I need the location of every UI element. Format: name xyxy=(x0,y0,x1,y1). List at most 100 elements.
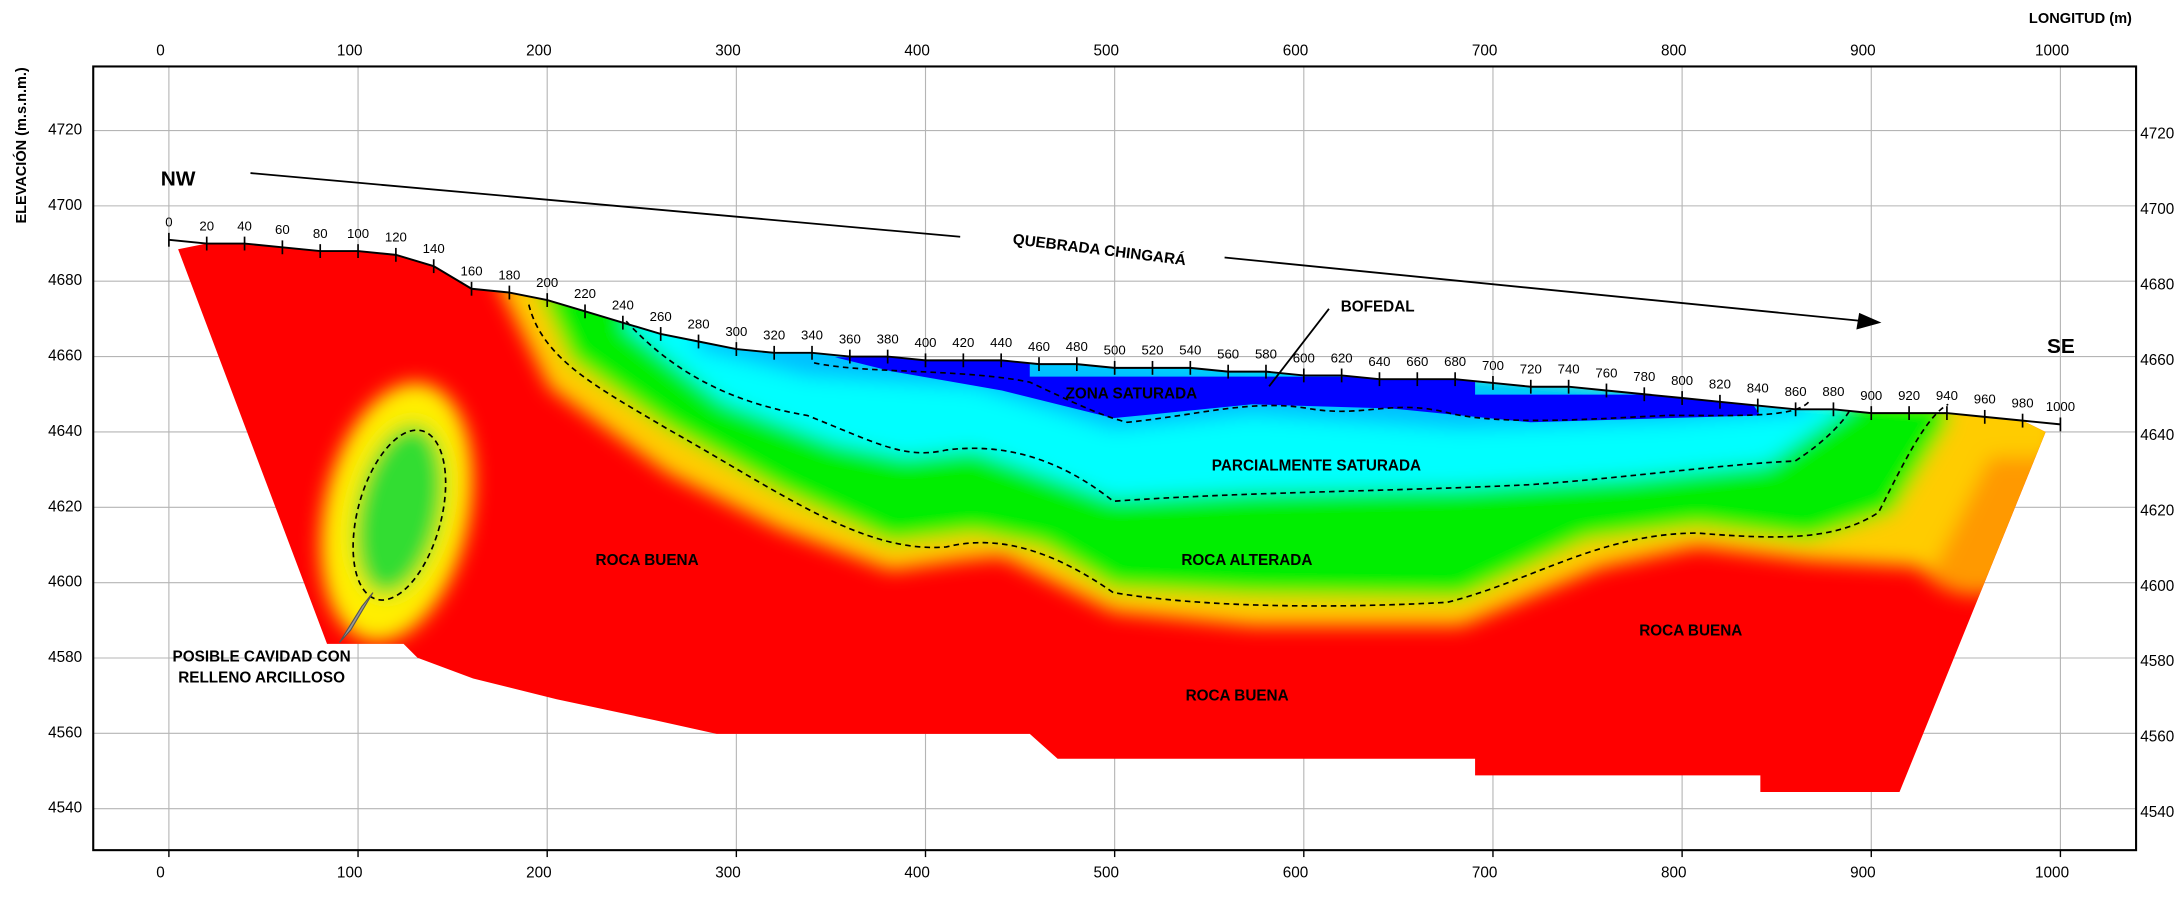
annotation: ROCA BUENA xyxy=(596,552,699,569)
station-label: 740 xyxy=(1558,362,1580,377)
x-tick-label-top: 800 xyxy=(1661,42,1687,59)
station-label: 300 xyxy=(725,324,747,339)
station-label: 860 xyxy=(1785,384,1807,399)
station-label: 700 xyxy=(1482,358,1504,373)
y-tick-label: 4700 xyxy=(48,197,82,214)
x-axis-label: LONGITUD (m) xyxy=(2029,11,2132,27)
y-tick-label: 4600 xyxy=(48,574,82,591)
station-label: 20 xyxy=(199,218,214,233)
station-label: 780 xyxy=(1633,369,1655,384)
x-tick-label: 700 xyxy=(1472,865,1498,882)
station-label: 760 xyxy=(1595,365,1617,380)
x-tick-label: 600 xyxy=(1283,865,1309,882)
boundary xyxy=(352,429,447,601)
x-tick-label-top: 500 xyxy=(1094,42,1120,59)
annotation: RELLENO ARCILLOSO xyxy=(178,670,345,687)
x-tick-label: 500 xyxy=(1094,865,1120,882)
station-label: 360 xyxy=(839,331,861,346)
station-label: 200 xyxy=(536,275,558,290)
station-label: 440 xyxy=(990,335,1012,350)
station-label: 120 xyxy=(385,230,407,245)
station-label: 800 xyxy=(1671,373,1693,388)
annotation: ROCA ALTERADA xyxy=(1181,552,1312,569)
station-label: 140 xyxy=(423,241,445,256)
station-label: 660 xyxy=(1406,354,1428,369)
annotation: POSIBLE CAVIDAD CON xyxy=(173,649,351,666)
station-label: 100 xyxy=(347,226,369,241)
y-tick-label-right: 4700 xyxy=(2140,201,2174,218)
x-tick-label-top: 1000 xyxy=(2035,42,2069,59)
station-label: 600 xyxy=(1293,350,1315,365)
x-tick-label-top: 100 xyxy=(337,42,363,59)
y-tick-label: 4620 xyxy=(48,498,82,515)
station-label: 240 xyxy=(612,298,634,313)
station-label: 980 xyxy=(2012,396,2034,411)
y-tick-label: 4720 xyxy=(48,122,82,139)
station-label: 160 xyxy=(461,264,483,279)
annotation: ROCA BUENA xyxy=(1186,688,1289,705)
x-tick-label-top: 900 xyxy=(1850,42,1876,59)
annotation: QUEBRADA CHINGARÁ xyxy=(1012,231,1187,269)
station-label: 820 xyxy=(1709,377,1731,392)
y-tick-label-right: 4600 xyxy=(2140,578,2174,595)
y-tick-label: 4680 xyxy=(48,272,82,289)
station-label: 840 xyxy=(1747,380,1769,395)
y-tick-label-right: 4580 xyxy=(2140,653,2174,670)
station-label: 920 xyxy=(1898,388,1920,403)
x-tick-label-top: 300 xyxy=(715,42,741,59)
annotation: ROCA BUENA xyxy=(1639,622,1742,639)
arrow-line xyxy=(250,172,961,238)
boundaries xyxy=(352,304,1949,607)
y-tick-label: 4580 xyxy=(48,649,82,666)
y-tick-label-right: 4640 xyxy=(2140,427,2174,444)
x-tick-label: 300 xyxy=(715,865,741,882)
station-label: 220 xyxy=(574,286,596,301)
station-label: 280 xyxy=(688,316,710,331)
station-label: 500 xyxy=(1104,343,1126,358)
station-label: 940 xyxy=(1936,388,1958,403)
zone xyxy=(354,425,444,594)
y-tick-label-right: 4660 xyxy=(2140,352,2174,369)
station-label: 900 xyxy=(1860,388,1882,403)
zone xyxy=(834,357,1761,423)
station-label: 0 xyxy=(165,215,172,230)
x-tick-label: 400 xyxy=(904,865,930,882)
y-tick-label-right: 4620 xyxy=(2140,502,2174,519)
station-label: 180 xyxy=(498,267,520,282)
station-label: 380 xyxy=(877,331,899,346)
y-tick-label: 4560 xyxy=(48,724,82,741)
x-tick-label-top: 600 xyxy=(1283,42,1309,59)
station-label: 60 xyxy=(275,222,290,237)
boundary xyxy=(813,361,1810,424)
station-label: 340 xyxy=(801,328,823,343)
station-label: 260 xyxy=(650,309,672,324)
station-label: 640 xyxy=(1368,354,1390,369)
station-label: 540 xyxy=(1179,343,1201,358)
x-tick-label: 1000 xyxy=(2035,865,2069,882)
station-label: 520 xyxy=(1141,343,1163,358)
x-tick-label: 800 xyxy=(1661,865,1687,882)
station-label: 580 xyxy=(1255,347,1277,362)
station-label: 80 xyxy=(313,226,328,241)
annotation: SE xyxy=(2047,335,2075,358)
boundary xyxy=(625,320,1852,503)
station-label: 460 xyxy=(1028,339,1050,354)
x-tick-label-top: 700 xyxy=(1472,42,1498,59)
y-tick-label-right: 4720 xyxy=(2140,126,2174,143)
x-tick-label: 200 xyxy=(526,865,552,882)
station-label: 560 xyxy=(1217,347,1239,362)
annotation: ZONA SATURADA xyxy=(1066,386,1198,403)
x-tick-label-top: 200 xyxy=(526,42,552,59)
x-tick-label-top: 400 xyxy=(904,42,930,59)
y-tick-label: 4540 xyxy=(48,800,82,817)
station-label: 960 xyxy=(1974,392,1996,407)
station-label: 1000 xyxy=(2046,399,2075,414)
pointer-arrow xyxy=(339,592,374,643)
station-label: 40 xyxy=(237,218,252,233)
x-tick-label-top: 0 xyxy=(156,42,165,59)
station-label: 880 xyxy=(1822,384,1844,399)
station-label: 680 xyxy=(1444,354,1466,369)
y-axis-label: ELEVACIÓN (m.s.n.m.) xyxy=(12,67,30,223)
